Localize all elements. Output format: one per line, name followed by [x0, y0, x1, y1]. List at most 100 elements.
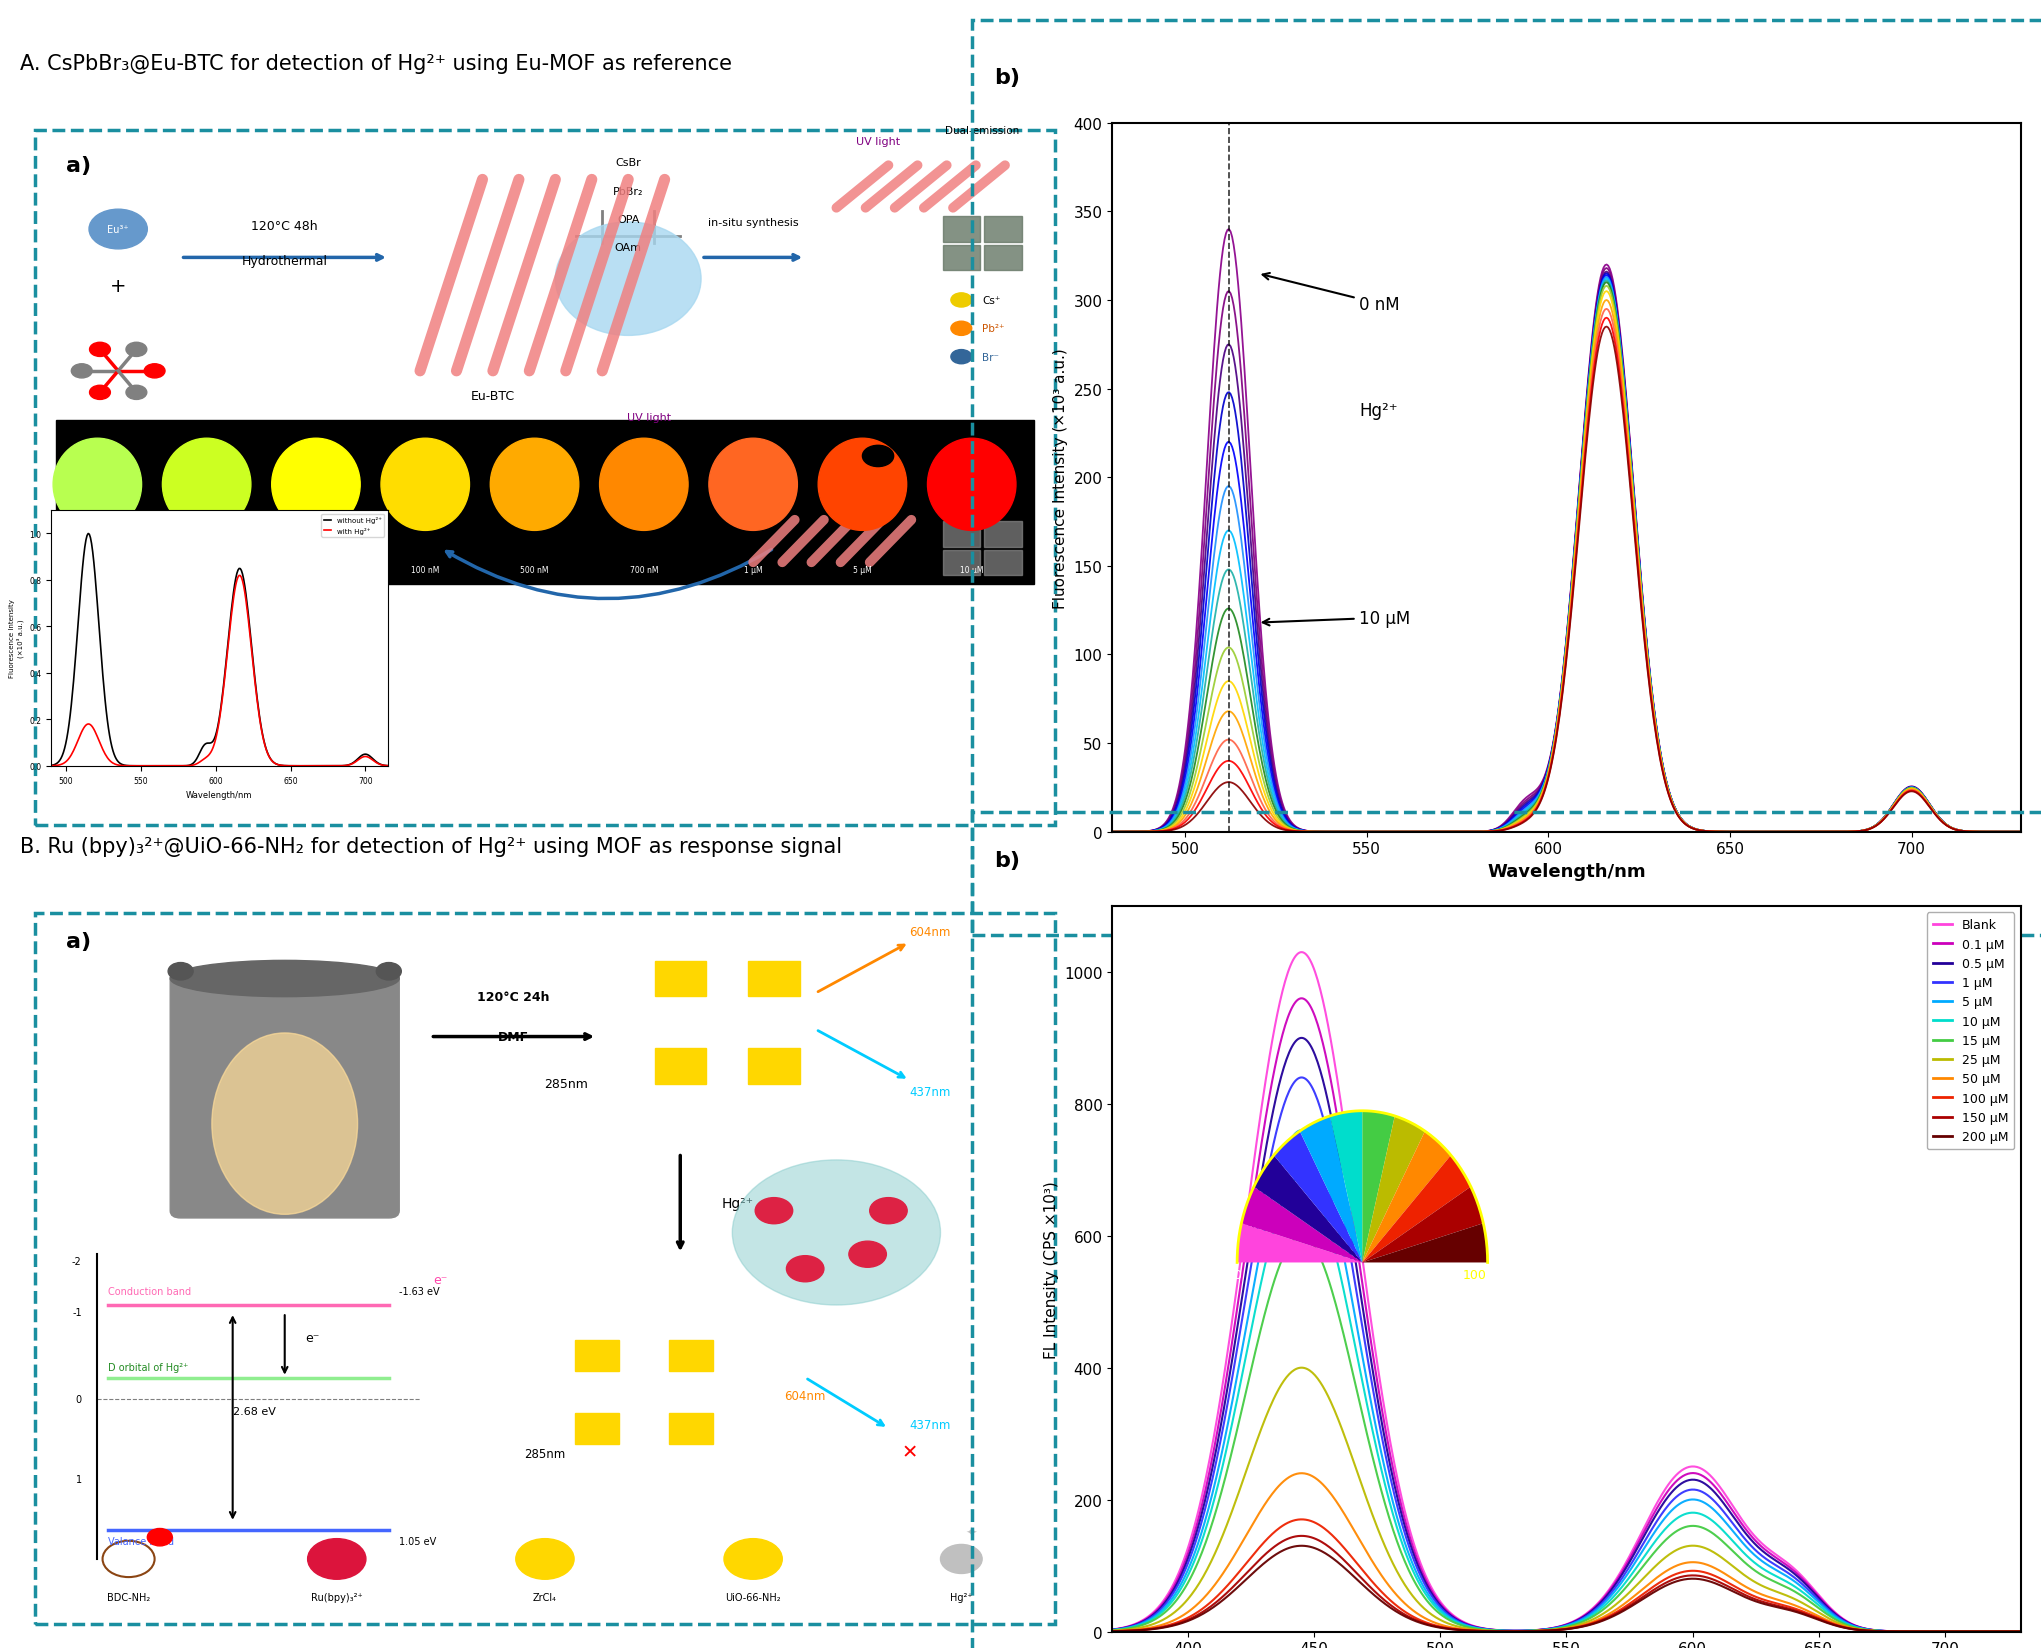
Text: 100: 100	[1463, 1267, 1488, 1280]
Text: a): a)	[65, 155, 92, 175]
Text: Eu³⁺: Eu³⁺	[108, 224, 129, 236]
without Hg²⁺	[41, 756, 65, 776]
Circle shape	[376, 962, 402, 981]
Text: Conduction band: Conduction band	[108, 1287, 192, 1297]
Line: with Hg²⁺: with Hg²⁺	[51, 577, 388, 766]
with Hg²⁺	[241, 651, 265, 671]
Circle shape	[725, 1539, 782, 1579]
FancyBboxPatch shape	[169, 972, 400, 1218]
Wedge shape	[1274, 1132, 1361, 1262]
Text: CsBr: CsBr	[614, 158, 641, 168]
Text: b): b)	[994, 68, 1020, 87]
Circle shape	[849, 1241, 886, 1267]
Ellipse shape	[212, 1033, 357, 1215]
Text: 10 μM: 10 μM	[1263, 610, 1410, 628]
Circle shape	[167, 962, 194, 981]
Ellipse shape	[382, 438, 469, 531]
Circle shape	[869, 1198, 906, 1224]
Text: 285nm: 285nm	[525, 1447, 565, 1460]
Text: UV light: UV light	[855, 137, 900, 147]
Text: 10 μM: 10 μM	[959, 565, 984, 575]
Text: in-situ synthesis: in-situ synthesis	[708, 218, 798, 229]
Text: D orbital of Hg²⁺: D orbital of Hg²⁺	[108, 1363, 188, 1373]
Circle shape	[863, 447, 894, 468]
Ellipse shape	[169, 961, 400, 997]
with Hg²⁺	[347, 750, 371, 770]
Text: 1: 1	[76, 1475, 82, 1485]
Legend: without Hg²⁺, with Hg²⁺: without Hg²⁺, with Hg²⁺	[320, 514, 384, 537]
Circle shape	[951, 351, 972, 364]
Text: 437nm: 437nm	[910, 1084, 951, 1098]
Circle shape	[127, 386, 147, 400]
Text: PbBr₂: PbBr₂	[612, 186, 643, 196]
without Hg²⁺	[325, 756, 349, 776]
Circle shape	[516, 1539, 574, 1579]
Bar	[984, 246, 1023, 270]
Circle shape	[127, 343, 147, 358]
Ellipse shape	[490, 438, 580, 531]
Circle shape	[147, 1529, 171, 1546]
Bar	[984, 218, 1023, 242]
without Hg²⁺	[347, 748, 371, 768]
Wedge shape	[1361, 1116, 1425, 1262]
Bar	[943, 522, 980, 547]
Text: 120°C 48h: 120°C 48h	[251, 219, 318, 232]
Text: e⁻: e⁻	[433, 1274, 449, 1287]
Circle shape	[941, 1544, 982, 1574]
Y-axis label: FL Intensity (CPS ×10³): FL Intensity (CPS ×10³)	[1043, 1180, 1059, 1358]
Text: +: +	[110, 277, 127, 297]
without Hg²⁺	[241, 658, 265, 677]
with Hg²⁺	[247, 707, 271, 727]
Text: a): a)	[65, 931, 92, 953]
Text: 2.68 eV: 2.68 eV	[233, 1406, 276, 1416]
Circle shape	[90, 209, 147, 250]
with Hg²⁺	[39, 756, 63, 776]
Wedge shape	[1361, 1223, 1488, 1262]
Text: OAm: OAm	[614, 244, 641, 254]
Circle shape	[90, 343, 110, 358]
Text: Ru(bpy)₃²⁺: Ru(bpy)₃²⁺	[310, 1592, 363, 1602]
with Hg²⁺	[145, 756, 169, 776]
Ellipse shape	[600, 438, 688, 531]
Circle shape	[951, 321, 972, 336]
Text: 0: 0	[1233, 1267, 1241, 1280]
Circle shape	[786, 1256, 825, 1282]
Text: Hg²⁺: Hg²⁺	[1359, 402, 1398, 420]
Text: 604nm: 604nm	[784, 1389, 827, 1402]
Wedge shape	[1237, 1223, 1361, 1262]
Text: Dual-emission: Dual-emission	[945, 127, 1018, 137]
Text: -2: -2	[71, 1257, 82, 1267]
Wedge shape	[1253, 1155, 1361, 1262]
Wedge shape	[1361, 1132, 1451, 1262]
Text: Valance band: Valance band	[108, 1536, 173, 1546]
without Hg²⁺	[376, 756, 400, 776]
without Hg²⁺	[39, 756, 63, 776]
Circle shape	[951, 293, 972, 308]
without Hg²⁺	[76, 524, 100, 544]
Text: BDC-NH₂: BDC-NH₂	[106, 1592, 151, 1602]
Bar	[943, 550, 980, 575]
Text: 1 μM: 1 μM	[743, 565, 763, 575]
X-axis label: Wavelength/nm: Wavelength/nm	[1488, 862, 1645, 880]
Ellipse shape	[555, 222, 702, 336]
Text: B. Ru (bpy)₃²⁺@UiO-66-NH₂ for detection of Hg²⁺ using MOF as response signal: B. Ru (bpy)₃²⁺@UiO-66-NH₂ for detection …	[20, 837, 843, 857]
Ellipse shape	[53, 438, 141, 531]
Wedge shape	[1361, 1187, 1484, 1262]
Text: UV light: UV light	[627, 414, 671, 424]
Text: Hydrothermal: Hydrothermal	[241, 255, 329, 269]
Ellipse shape	[271, 438, 359, 531]
Circle shape	[145, 364, 165, 379]
Text: UiO-66-NH₂: UiO-66-NH₂	[725, 1592, 782, 1602]
Text: Hg²⁺: Hg²⁺	[949, 1592, 974, 1602]
Text: 120°C 24h: 120°C 24h	[478, 990, 549, 1004]
Text: Br⁻: Br⁻	[982, 353, 1000, 363]
Text: Pb²⁺: Pb²⁺	[982, 325, 1004, 335]
Text: e⁻: e⁻	[306, 1332, 320, 1345]
with Hg²⁺	[325, 756, 349, 776]
Text: Cs⁺: Cs⁺	[982, 295, 1000, 307]
with Hg²⁺	[41, 756, 65, 776]
Text: ✦: ✦	[965, 1526, 978, 1541]
Legend: Blank, 0.1 μM, 0.5 μM, 1 μM, 5 μM, 10 μM, 15 μM, 25 μM, 50 μM, 100 μM, 150 μM, 2: Blank, 0.1 μM, 0.5 μM, 1 μM, 5 μM, 10 μM…	[1927, 913, 2014, 1150]
Text: b): b)	[994, 850, 1020, 870]
Text: Eu-BTC: Eu-BTC	[471, 391, 514, 404]
